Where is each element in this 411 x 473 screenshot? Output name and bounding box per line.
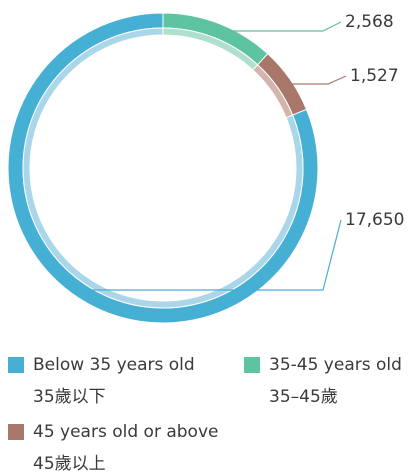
legend-swatch <box>8 424 24 440</box>
data-label: 1,527 <box>350 66 399 86</box>
legend-label-local: 35–45歲 <box>269 387 338 407</box>
data-label: 17,650 <box>345 210 404 230</box>
segment-inner <box>22 27 304 309</box>
leader-line <box>283 75 347 85</box>
leader-line <box>81 219 342 291</box>
data-label: 2,568 <box>345 12 394 32</box>
legend-label-local: 45歲以上 <box>33 454 106 473</box>
legend-label: Below 35 years old <box>33 355 195 375</box>
legend-swatch <box>244 357 260 373</box>
leader-line <box>216 21 342 32</box>
legend-swatch <box>8 357 24 373</box>
legend-label: 35-45 years old <box>269 355 402 375</box>
legend-label-local: 35歲以下 <box>33 387 106 407</box>
legend-label: 45 years old or above <box>33 422 218 442</box>
